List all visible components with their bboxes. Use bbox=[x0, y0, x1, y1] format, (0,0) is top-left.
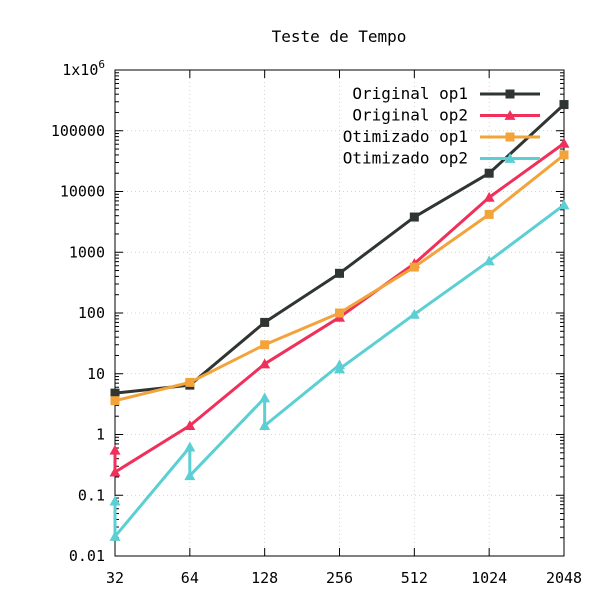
data-point-otimizado-op2 bbox=[184, 441, 196, 452]
x-tick-label: 256 bbox=[326, 569, 353, 587]
data-point-otimizado-op1 bbox=[559, 150, 569, 160]
legend-item-original-op2: Original op2 bbox=[352, 106, 540, 125]
axes-layer: 0.01 0.1 1 10 100 1000 10000 100000 1x106 32 64 128… bbox=[51, 58, 582, 587]
x-tick-label: 1024 bbox=[471, 569, 507, 587]
data-point-otimizado-op1 bbox=[260, 340, 270, 350]
data-point-otimizado-op1 bbox=[484, 209, 494, 219]
data-point-original-op2 bbox=[558, 137, 570, 148]
x-tick-label: 2048 bbox=[546, 569, 582, 587]
legend-item-otimizado-op1: Otimizado op1 bbox=[343, 127, 540, 146]
series-otimizado-op2 bbox=[109, 199, 570, 541]
data-point-otimizado-op1 bbox=[335, 308, 344, 318]
data-point-original-op1 bbox=[484, 168, 494, 178]
x-tick-label: 32 bbox=[106, 569, 124, 587]
data-point-otimizado-op2 bbox=[259, 392, 271, 403]
series-layer bbox=[109, 100, 570, 541]
legend: Original op1 Original op2 Otimizado op1 Oti… bbox=[343, 84, 540, 168]
y-tick-label: 1 bbox=[96, 426, 105, 444]
legend-marker bbox=[504, 153, 516, 163]
y-tick-label: 10000 bbox=[60, 183, 105, 201]
y-tick-label: 100000 bbox=[51, 122, 105, 140]
data-point-original-op1 bbox=[409, 212, 419, 222]
legend-item-otimizado-op2: Otimizado op2 bbox=[343, 149, 540, 168]
x-tick-label: 64 bbox=[181, 569, 199, 587]
data-point-otimizado-op2 bbox=[558, 199, 570, 210]
x-tick-label: 512 bbox=[401, 569, 428, 587]
legend-marker bbox=[505, 89, 515, 99]
data-point-original-op2 bbox=[109, 466, 121, 477]
data-point-otimizado-op2 bbox=[483, 255, 495, 266]
data-point-otimizado-op1 bbox=[110, 396, 120, 406]
legend-label: Original op1 bbox=[352, 84, 468, 103]
x-tick-label: 128 bbox=[251, 569, 278, 587]
legend-label: Otimizado op1 bbox=[343, 127, 468, 146]
data-point-original-op1 bbox=[110, 388, 120, 398]
data-point-otimizado-op2 bbox=[109, 495, 121, 506]
legend-label: Otimizado op2 bbox=[343, 149, 468, 168]
chart-title: Teste de Tempo bbox=[272, 27, 407, 46]
data-point-original-op1 bbox=[559, 100, 569, 110]
data-point-otimizado-op1 bbox=[185, 377, 195, 387]
legend-marker bbox=[504, 110, 516, 120]
y-tick-label: 0.01 bbox=[69, 547, 105, 565]
data-point-original-op2 bbox=[109, 444, 121, 455]
y-tick-label: 0.1 bbox=[78, 486, 105, 504]
y-tick-label: 10 bbox=[87, 365, 105, 383]
legend-label: Original op2 bbox=[352, 106, 468, 125]
data-point-otimizado-op1 bbox=[409, 262, 419, 272]
series-otimizado-op1 bbox=[110, 150, 569, 406]
data-point-original-op2 bbox=[184, 420, 196, 431]
legend-marker bbox=[505, 132, 515, 142]
data-point-otimizado-op2 bbox=[259, 420, 271, 431]
y-tick-label: 1000 bbox=[69, 243, 105, 261]
data-point-otimizado-op2 bbox=[408, 308, 420, 319]
data-point-otimizado-op2 bbox=[109, 530, 121, 541]
data-point-otimizado-op2 bbox=[184, 470, 196, 481]
data-point-original-op1 bbox=[260, 317, 270, 327]
data-point-original-op1 bbox=[335, 268, 344, 278]
series-line-original-op2 bbox=[113, 142, 565, 474]
y-tick-label: 1x106 bbox=[62, 58, 105, 79]
data-point-otimizado-op2 bbox=[334, 363, 345, 374]
data-point-original-op2 bbox=[483, 191, 495, 202]
data-point-original-op2 bbox=[259, 358, 271, 369]
legend-item-original-op1: Original op1 bbox=[352, 84, 540, 103]
y-tick-label: 100 bbox=[78, 304, 105, 322]
